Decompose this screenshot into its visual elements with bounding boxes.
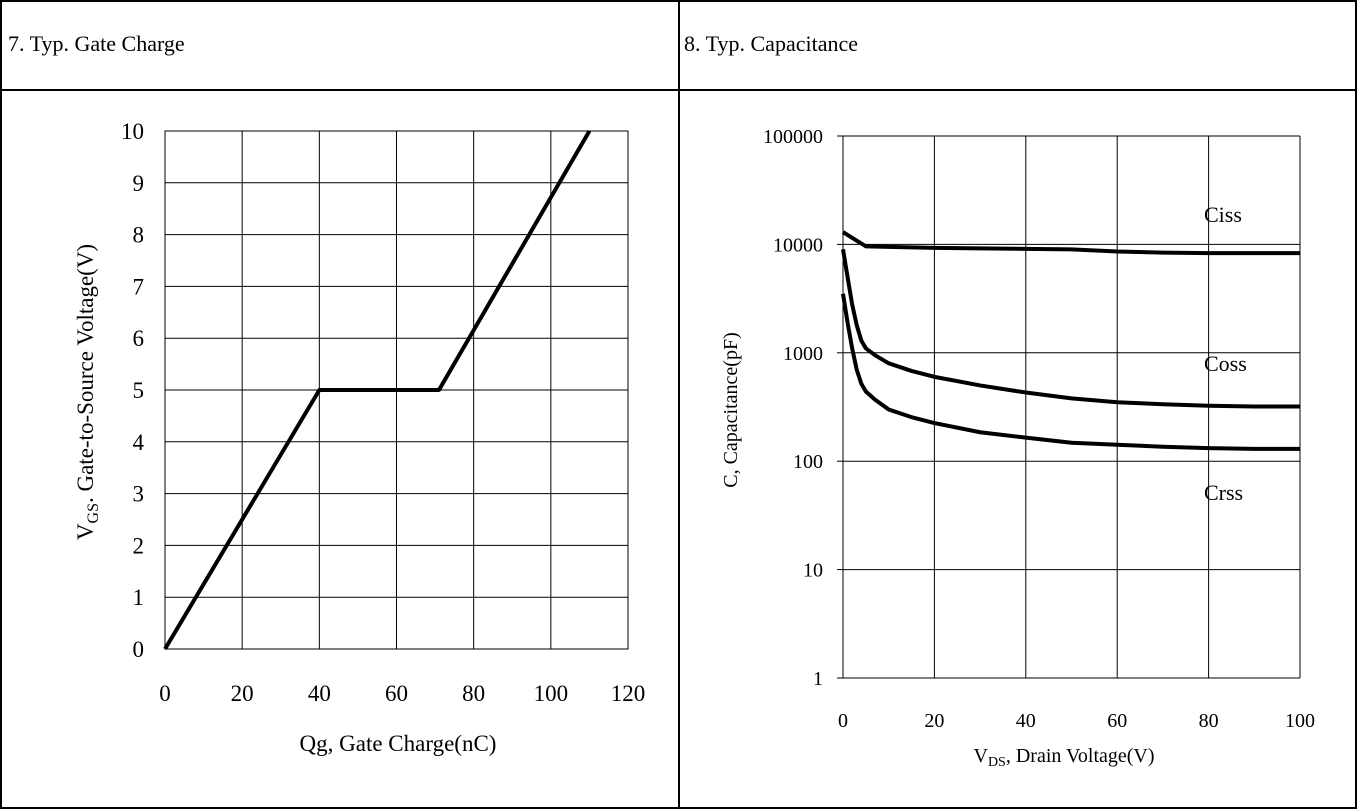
gate-charge-y-tick-label: 8 [133,223,145,248]
gate-charge-y-ticks: 0 1 2 3 4 5 6 7 8 9 10 [121,119,145,662]
gate-charge-y-axis-label: VGS. Gate-to-Source Voltage(V) [73,244,102,540]
gate-charge-y-tick-label: 9 [133,171,145,196]
gate-charge-chart: 0 20 40 60 80 100 120 0 1 2 3 4 5 6 7 8 9 10 Qg, Gate Ch… [73,119,645,756]
gate-charge-curve [163,129,592,651]
capacitance-x-tick-label: 60 [1107,710,1127,732]
gate-charge-y-tick-label: 4 [133,430,145,455]
gate-charge-y-tick-label: 10 [121,119,144,144]
gate-charge-series [163,129,592,651]
capacitance-x-label-sub: DS [988,755,1006,770]
gate-charge-y-tick-label: 2 [133,533,145,558]
gate-charge-y-tick-label: 7 [133,274,145,299]
gate-charge-y-label-main: V [73,523,98,540]
capacitance-series-label-ciss: Ciss [1204,202,1242,227]
capacitance-curve-coss [841,249,1300,409]
capacitance-x-tick-label: 100 [1285,710,1315,732]
capacitance-x-axis-label: VDS, Drain Voltage(V) [973,745,1154,770]
capacitance-curve-crss [841,293,1300,451]
gate-charge-x-axis-label: Qg, Gate Charge(nC) [300,731,497,756]
gate-charge-y-tick-label: 1 [133,585,145,610]
gate-charge-plot-border [164,130,629,650]
gate-charge-y-tick-label: 0 [133,637,145,662]
capacitance-x-label-rest: , Drain Voltage(V) [1006,745,1155,767]
gate-charge-x-tick-label: 20 [231,681,254,706]
capacitance-grid [837,135,1301,679]
gate-charge-y-tick-label: 3 [133,482,145,507]
gate-charge-x-tick-label: 0 [159,681,171,706]
capacitance-series-label-coss: Coss [1204,351,1247,376]
gate-charge-x-tick-label: 80 [462,681,485,706]
gate-charge-y-tick-label: 6 [133,326,145,351]
capacitance-x-ticks: 0 20 40 60 80 100 [838,710,1315,732]
capacitance-series-label-crss: Crss [1204,480,1243,505]
gate-charge-y-label-sub: GS [85,503,102,523]
gate-charge-x-tick-label: 60 [385,681,408,706]
capacitance-series [841,230,1300,451]
panel-title-gate-charge: 7. Typ. Gate Charge [8,31,185,56]
capacitance-x-tick-label: 0 [838,710,848,732]
capacitance-y-tick-label: 100 [793,451,823,473]
capacitance-y-tick-label: 1 [813,668,823,690]
capacitance-series-labels: Ciss Coss Crss [1204,202,1247,505]
gate-charge-x-tick-label: 100 [534,681,569,706]
gate-charge-y-tick-label: 5 [133,378,145,403]
capacitance-y-tick-label: 100000 [763,126,823,148]
capacitance-y-tick-label: 1000 [783,343,823,365]
capacitance-y-ticks: 1 10 100 1000 10000 100000 [763,126,823,690]
capacitance-y-tick-label: 10 [803,560,823,582]
gate-charge-x-tick-label: 120 [611,681,646,706]
capacitance-x-tick-label: 80 [1199,710,1219,732]
capacitance-x-tick-label: 40 [1016,710,1036,732]
gate-charge-x-ticks: 0 20 40 60 80 100 120 [159,681,645,706]
gate-charge-y-label-rest: . Gate-to-Source Voltage(V) [73,244,98,503]
capacitance-curve-ciss [841,230,1300,256]
panel-title-capacitance: 8. Typ. Capacitance [684,31,858,56]
gate-charge-x-tick-label: 40 [308,681,331,706]
capacitance-x-tick-label: 20 [924,710,944,732]
capacitance-y-axis-label: C, Capacitance(pF) [720,332,742,488]
capacitance-y-tick-label: 10000 [773,234,823,256]
capacitance-x-label-main: V [973,745,988,767]
